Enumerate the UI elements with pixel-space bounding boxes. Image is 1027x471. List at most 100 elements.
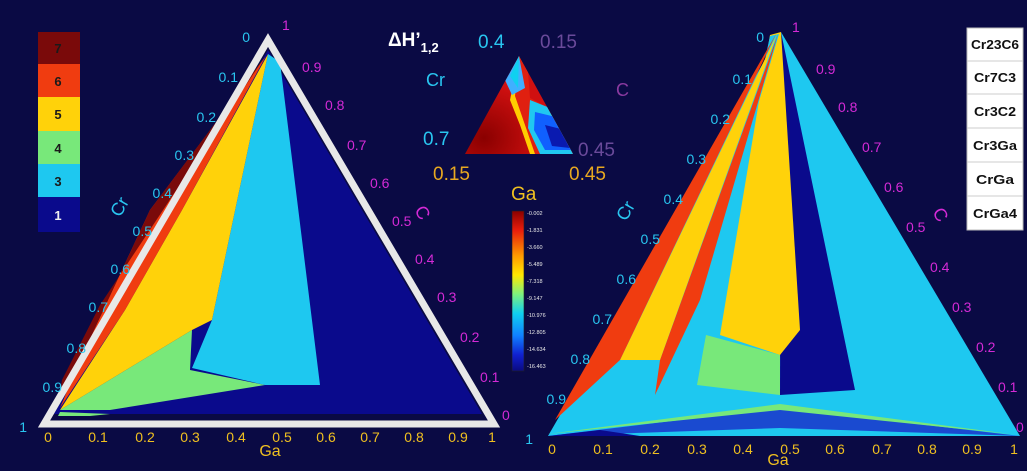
right-ga-tick: 0.3 [687,441,707,457]
colorbar-tick: -10.976 [527,313,546,319]
right-c-tick: 1 [792,19,800,35]
right-cr-tick: 0.6 [617,271,637,287]
right-cr-tick: 0.7 [593,311,613,327]
left-c-tick: 0 [502,407,510,423]
legend-label-1: 1 [54,208,61,223]
right-ga-tick: 0.7 [872,441,892,457]
right-region-6-inner [655,34,778,395]
colorbar-tick: -12.805 [527,330,546,336]
legend-swatch-3 [38,164,80,197]
left-ga-tick: 0.4 [226,429,246,445]
left-ga-tick: 1 [488,429,496,445]
left-ga-tick: 0.3 [180,429,200,445]
right-ga-tick: 0 [548,441,556,457]
right-region-4-block [697,335,780,395]
left-cr-axis-label: Cr [106,194,133,220]
inset-top-right-value: 0.15 [540,32,577,53]
left-ga-tick: 0.5 [272,429,292,445]
right-cr-axis-label: Cr [612,198,639,224]
left-c-tick: 0.5 [392,213,412,229]
legend-swatch-1 [38,197,80,232]
right-ga-tick: 0.8 [917,441,937,457]
left-cr-tick: 1 [19,419,27,435]
colorbar-tick: -5.489 [527,262,543,268]
left-c-ticks: 1 0.9 0.8 0.7 0.6 0.5 0.4 0.3 0.2 0.1 0 [282,17,510,423]
left-ga-tick: 0.1 [88,429,108,445]
left-region-4-upper [60,330,265,410]
right-cr-tick: 0.9 [547,391,567,407]
right-c-tick: 0.9 [816,61,836,77]
left-legend: 7 6 5 4 3 1 [38,32,80,232]
left-cr-tick: 0.2 [197,109,217,125]
legend-swatch-7 [38,32,80,64]
right-c-tick: 0.5 [906,219,926,235]
right-ga-ticks: 0 0.1 0.2 0.3 0.4 0.5 0.6 0.7 0.8 0.9 1 [548,441,1018,457]
left-cr-ticks: 0 0.1 0.2 0.3 0.4 0.5 0.6 0.7 0.8 0.9 1 [19,29,250,435]
right-ga-tick: 0.4 [733,441,753,457]
right-cr-tick: 0.1 [733,71,753,87]
right-region-1-bottom [548,408,1020,436]
right-cr-ticks: 0 0.1 0.2 0.3 0.4 0.5 0.6 0.7 0.8 0.9 1 [525,29,764,447]
left-c-tick: 0.9 [302,59,322,75]
right-region-1-wedge [780,32,855,395]
legend-phase-crga4: CrGa4 [973,206,1018,221]
left-c-tick: 1 [282,17,290,33]
colorbar-tick: -1.831 [527,228,543,234]
left-cr-tick: 0.5 [133,223,153,239]
left-ga-tick: 0.9 [448,429,468,445]
right-region-5-thin [620,34,777,360]
right-c-axis-label: C [929,204,953,225]
left-ga-axis-label: Ga [259,443,280,460]
left-region-4-lower [58,412,110,416]
legend-swatch-5 [38,97,80,131]
right-cr-tick: 0.2 [711,111,731,127]
left-cr-tick: 0.3 [175,147,195,163]
legend-label-4: 4 [54,141,62,156]
colorbar-tick: -3.660 [527,245,543,251]
inset-left-value: 0.7 [423,129,449,150]
inset-top-left-value: 0.4 [478,32,505,53]
right-legend: Cr23C6 Cr7C3 Cr3C2 Cr3Ga CrGa CrGa4 [966,27,1024,231]
colorbar-tick: -14.634 [527,347,546,353]
left-ga-tick: 0.7 [360,429,380,445]
right-c-tick: 0 [1016,419,1024,435]
legend-phase-cr3c2: Cr3C2 [974,104,1016,119]
inset-bottom-left-value: 0.15 [433,164,470,185]
left-cr-tick: 0.1 [219,69,239,85]
inset-cr-label: Cr [426,70,445,90]
left-c-tick: 0.2 [460,329,480,345]
right-ga-tick: 0.5 [780,441,800,457]
inset-heatmap [465,56,573,154]
right-c-tick: 0.1 [998,379,1018,395]
right-cr-tick: 0.3 [687,151,707,167]
left-triangle-outline [37,33,501,428]
right-cr-tick: 0.5 [641,231,661,247]
right-ga-tick: 0.6 [825,441,845,457]
left-ga-tick: 0 [44,429,52,445]
legend-label-7: 7 [54,41,61,56]
right-c-tick: 0.2 [976,339,996,355]
left-region-5 [60,54,268,410]
right-region-6-outer [555,34,776,420]
right-c-tick: 0.7 [862,139,882,155]
right-cr-tick: 0.4 [664,191,684,207]
legend-phase-cr23c6: Cr23C6 [971,37,1019,52]
right-ga-tick: 1 [1010,441,1018,457]
right-ga-tick: 0.2 [640,441,660,457]
left-cr-tick: 0 [242,29,250,45]
inset-title: ΔH’1,2 [388,30,439,55]
left-cr-tick: 0.8 [67,340,87,356]
left-ga-tick: 0.6 [316,429,336,445]
right-cr-tick: 0.8 [571,351,591,367]
right-region-5 [720,32,800,355]
legend-phase-crga: CrGa [976,172,1015,187]
right-region-1-corner [548,430,640,436]
right-c-tick: 0.6 [884,179,904,195]
left-c-tick: 0.8 [325,97,345,113]
right-c-tick: 0.8 [838,99,858,115]
legend-label-5: 5 [54,107,61,122]
left-c-tick: 0.3 [437,289,457,305]
left-region-6 [60,56,266,408]
inset-c-label: C [616,80,629,100]
colorbar-tick: -7.318 [527,279,543,285]
